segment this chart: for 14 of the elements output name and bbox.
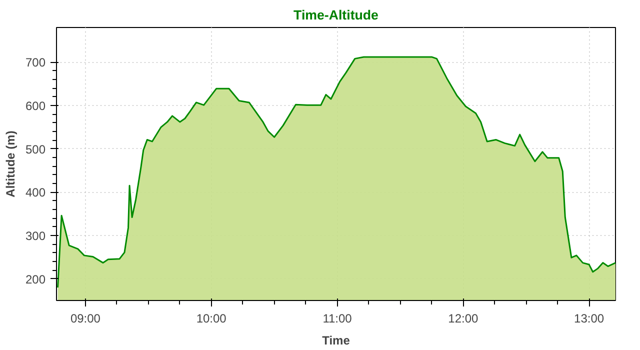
y-axis-title: Altitude (m) [3,130,18,198]
y-tick-label: 200 [25,272,46,286]
y-tick-label: 300 [25,229,46,243]
y-tick-label: 400 [25,186,46,200]
y-tick-label: 700 [25,56,46,70]
x-axis-title: Time [322,334,350,348]
chart-title: Time-Altitude [294,8,378,22]
x-tick-label: 09:00 [70,312,101,326]
x-tick-label: 11:00 [322,312,352,326]
y-tick-label: 600 [25,99,46,113]
x-tick-label: 10:00 [196,312,227,326]
x-tick-label: 12:00 [448,312,478,326]
x-tick-label: 13:00 [574,312,604,326]
y-tick-label: 500 [25,142,46,156]
